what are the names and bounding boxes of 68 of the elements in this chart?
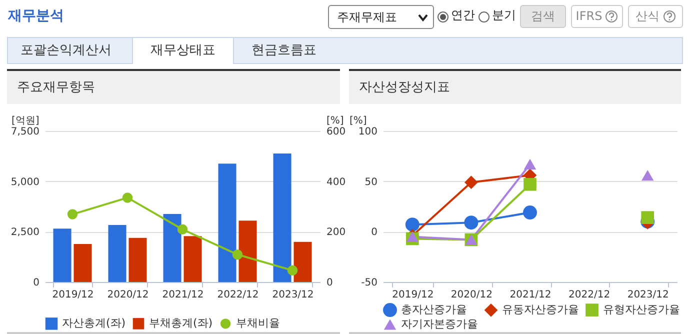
x-tick-label: 2021/12 bbox=[510, 290, 552, 300]
y-axis-title: [억원] bbox=[12, 116, 40, 126]
x-tick-label: 2022/12 bbox=[568, 290, 610, 300]
text: IFRS bbox=[576, 8, 602, 25]
y-tick-label: -50 bbox=[361, 278, 378, 288]
y2-tick-label: 400 bbox=[326, 176, 346, 188]
point bbox=[287, 265, 298, 276]
point bbox=[122, 192, 133, 203]
y-tick-label: 0 bbox=[371, 227, 378, 238]
x-tick-label: 2020/12 bbox=[450, 290, 492, 300]
bar bbox=[238, 220, 257, 282]
point bbox=[524, 158, 536, 170]
y-tick-label: 2,500 bbox=[10, 227, 40, 238]
legend-label: 총자산증가율 bbox=[401, 303, 467, 316]
point bbox=[464, 176, 478, 190]
y-tick-label: 7,500 bbox=[10, 126, 40, 138]
point bbox=[641, 170, 654, 181]
text: 산식 bbox=[636, 8, 660, 25]
point bbox=[67, 209, 78, 220]
text: 재무상태표 bbox=[132, 38, 234, 64]
x-tick-label: 2023/12 bbox=[627, 290, 669, 300]
bar bbox=[218, 164, 236, 282]
bar bbox=[108, 225, 126, 282]
y-axis-title: [%] bbox=[350, 116, 367, 126]
legend-label: 유동자산증가율 bbox=[502, 303, 579, 316]
legend-label: 자기자본증가율 bbox=[401, 318, 478, 330]
bar bbox=[74, 244, 92, 282]
point bbox=[232, 249, 243, 260]
bar bbox=[163, 214, 182, 282]
y-tick-label: 5,000 bbox=[10, 176, 40, 188]
chart-title: 주요재무항목 bbox=[7, 71, 340, 104]
point bbox=[177, 224, 188, 235]
x-tick-label: 2021/12 bbox=[162, 290, 204, 300]
bar bbox=[294, 242, 312, 282]
point bbox=[464, 216, 478, 230]
chart-title: 자산성장성지표 bbox=[349, 71, 681, 104]
y-tick-label: 0 bbox=[33, 278, 40, 288]
bar bbox=[128, 238, 147, 282]
y-tick-label: 100 bbox=[358, 126, 378, 138]
y2-tick-label: 0 bbox=[326, 278, 333, 288]
y-tick-label: 50 bbox=[364, 176, 378, 188]
legend-label: 유형자산증가율 bbox=[603, 303, 680, 316]
y2-tick-label: 600 bbox=[326, 126, 346, 138]
x-tick-label: 2020/12 bbox=[107, 290, 149, 300]
text: 검색 bbox=[531, 8, 555, 25]
x-tick-label: 2019/12 bbox=[392, 290, 434, 300]
text: 재무분석 bbox=[8, 7, 64, 25]
text: 주재무제표 bbox=[337, 9, 397, 26]
point bbox=[406, 231, 419, 242]
text: 연간 bbox=[451, 7, 475, 24]
y2-tick-label: 200 bbox=[326, 227, 346, 238]
legend-label: 자산총계(좌) bbox=[62, 316, 126, 330]
text: 포괄손익계산서 bbox=[20, 42, 112, 60]
text: 현금흐름표 bbox=[250, 42, 318, 60]
text: 분기 bbox=[492, 7, 516, 24]
point bbox=[524, 178, 536, 191]
legend-label: 부채비율 bbox=[236, 316, 280, 330]
legend-label: 부채총계(좌) bbox=[149, 316, 213, 330]
bar bbox=[184, 236, 202, 282]
x-tick-label: 2022/12 bbox=[217, 290, 259, 300]
point bbox=[405, 218, 420, 232]
bar bbox=[53, 228, 72, 282]
point bbox=[641, 211, 654, 224]
point bbox=[523, 206, 537, 220]
y2-axis-title: [%] bbox=[326, 116, 344, 126]
x-tick-label: 2023/12 bbox=[272, 290, 314, 300]
bar bbox=[273, 154, 292, 282]
x-tick-label: 2019/12 bbox=[52, 290, 94, 300]
